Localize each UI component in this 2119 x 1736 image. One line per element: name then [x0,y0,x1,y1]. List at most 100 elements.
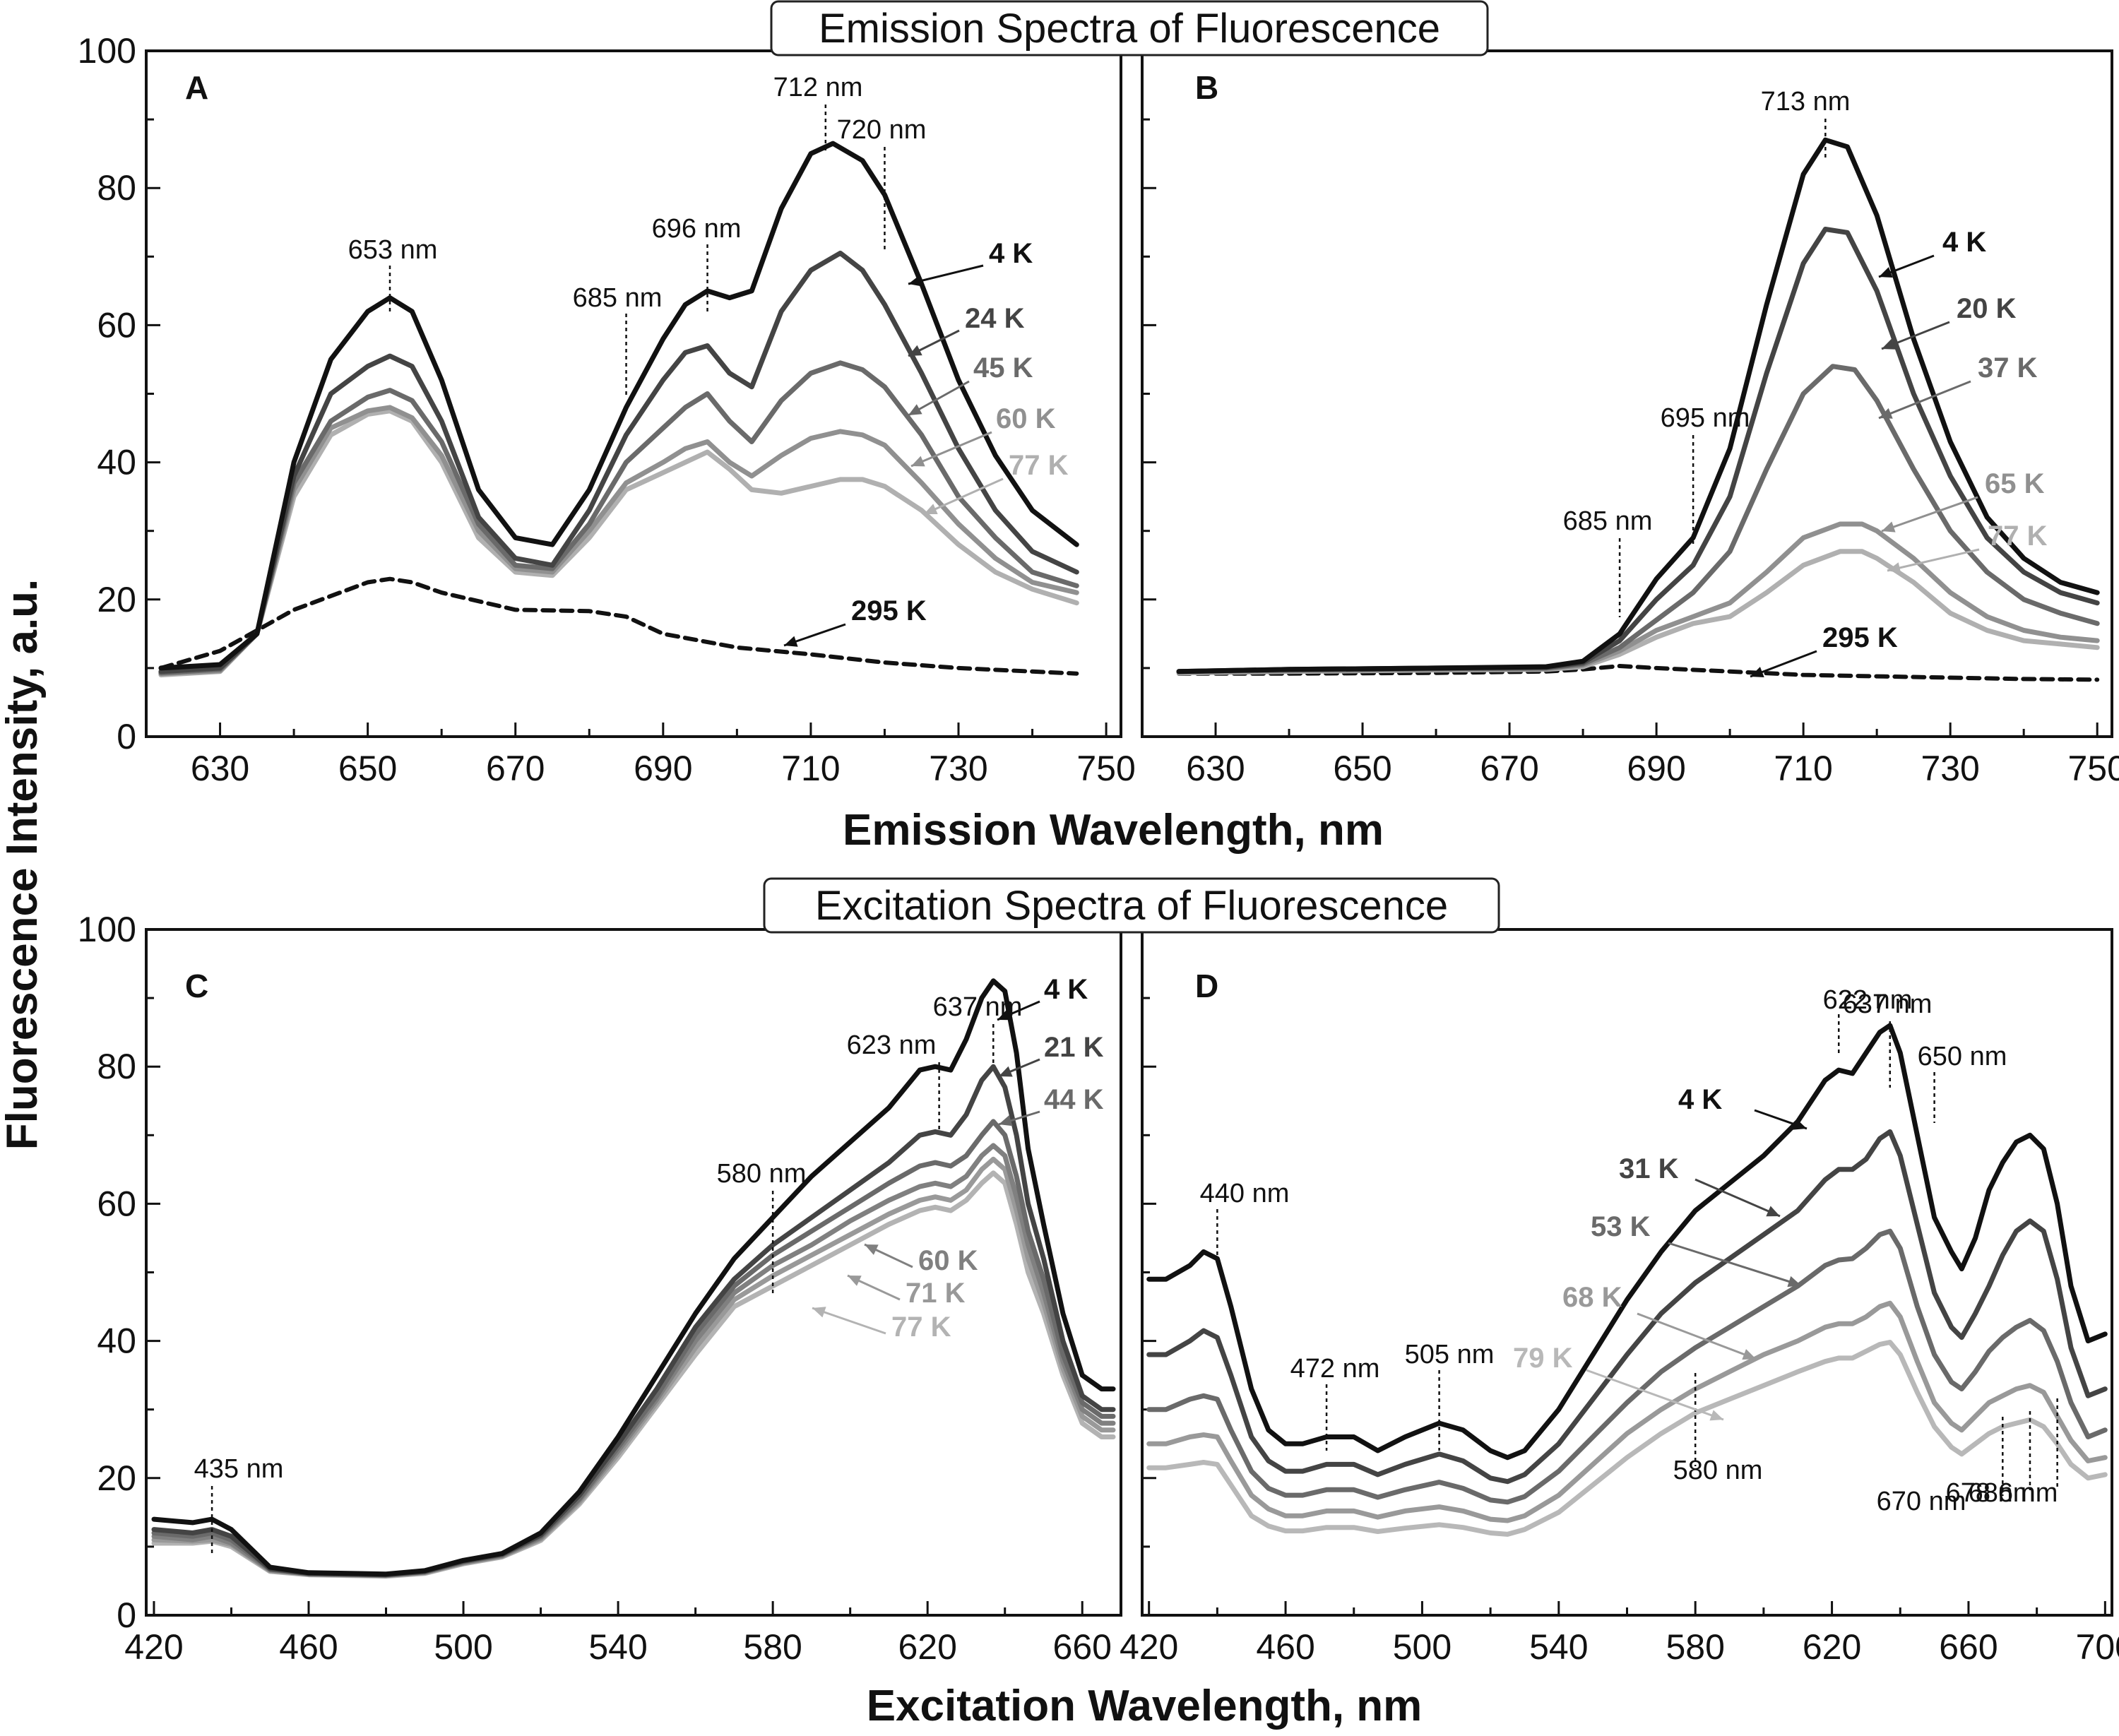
series-line-4k [1146,1023,2108,1461]
series-label: 53 K [1591,1211,1651,1242]
y-tick-label: 80 [97,1047,136,1086]
annotation-label: 653 nm [348,235,438,265]
series-label-arrowhead [997,1009,1011,1021]
series-label-arrowhead [924,504,938,514]
x-tick-label: 660 [1939,1627,1998,1667]
series-label-arrowhead [999,1115,1013,1126]
annotation-label: 686 nm [1969,1478,2058,1508]
x-tick-label: 750 [1076,749,1135,788]
series-label-arrowhead [1766,1206,1780,1217]
x-tick-label: 750 [2067,749,2119,788]
series-label: 4 K [1044,974,1088,1005]
series-label: 68 K [1562,1282,1622,1313]
series-label: 24 K [965,303,1025,334]
series-label: 295 K [1822,622,1898,653]
y-tick-label: 100 [78,910,136,949]
series-label-arrow [1586,1369,1724,1421]
series-label-arrow [923,477,1004,516]
series-label-arrow [1694,1178,1781,1218]
x-tick-label: 700 [2076,1627,2119,1667]
x-tick-label: 650 [1333,749,1391,788]
x-tick-label: 460 [279,1627,338,1667]
plot-layer: 0 20 40 60 80 100 630 650 670 690 710 730 750 A 653 nm… [78,31,2119,1667]
series-label-arrowhead [1742,1349,1756,1360]
series-line-4k [1176,137,2100,674]
annotation-label: 696 nm [652,214,742,244]
panel-b: 630 650 670 690 710 730 750 B 685 nm 695 nm 713 nm… [1141,49,2119,788]
x-tick-label: 540 [1529,1627,1588,1667]
panel-a: 0 20 40 60 80 100 630 650 670 690 710 730 750 A 653 nm… [78,31,1136,788]
series-line-79k [1146,1340,2108,1537]
series-line-77k [158,408,1079,678]
series-label-arrow [1881,496,1978,533]
series-label: 21 K [1044,1032,1104,1063]
series-label-arrowhead [848,1276,862,1286]
x-tick-label: 420 [124,1627,183,1667]
y-tick-label: 100 [78,31,136,71]
annotation-label: 695 nm [1661,403,1750,433]
x-tick-label: 460 [1256,1627,1314,1667]
annotation-label: 580 nm [717,1159,807,1189]
series-label-arrow [1887,548,1980,572]
emission-title-box: Emission Spectra of Fluorescence [770,0,1489,57]
series-label: 44 K [1044,1084,1104,1115]
y-tick-label: 0 [117,717,136,756]
x-tick-label: 580 [1666,1627,1724,1667]
series-label: 4 K [989,238,1033,269]
series-label: 77 K [1009,450,1069,481]
x-tick-label: 630 [191,749,249,788]
x-tick-label: 500 [1393,1627,1452,1667]
y-tick-label: 80 [97,168,136,208]
series-label-arrowhead [1887,562,1901,573]
series-label-arrow [908,264,984,285]
y-tick-label: 20 [97,580,136,619]
series-label-arrow [812,1307,886,1335]
series-label-arrowhead [1882,338,1896,350]
series-label: 77 K [891,1312,951,1343]
annotation-label: 637 nm [1843,989,1933,1019]
series-label: 31 K [1619,1153,1679,1184]
x-tick-label: 690 [634,749,692,788]
x-tick-label: 690 [1627,749,1685,788]
annotation-label: 685 nm [573,283,663,313]
panel-c: 0 20 40 60 80 100 420 460 500 540 580 620 660 C 435 nm… [78,910,1122,1667]
series-line-295k [158,576,1079,676]
x-tick-label: 500 [434,1627,492,1667]
y-tick-label: 0 [117,1595,136,1635]
series-label: 20 K [1957,293,2017,324]
panel-letter-d: D [1195,968,1218,1004]
excitation-title-frame [763,877,1500,934]
series-label-arrowhead [908,404,922,415]
annotation-label: 472 nm [1290,1354,1380,1384]
series-label-arrowhead [784,636,798,647]
series-label: 77 K [1988,521,2048,552]
emission-title: Emission Spectra of Fluorescence [819,6,1440,52]
series-label-arrowhead [999,1066,1013,1077]
series-label-arrowhead [1793,1119,1807,1130]
series-label-arrowhead [865,1244,879,1255]
annotation-label: 713 nm [1761,87,1851,117]
series-label-arrowhead [911,456,925,467]
series-label-arrowhead [1787,1276,1801,1288]
y-axis-title: Fluorescence Intensity, a.u. [0,579,47,1151]
annotation-label: 720 nm [837,115,927,145]
x-tick-label: 670 [1480,749,1538,788]
series-label: 295 K [851,595,927,626]
series-line-4k [158,141,1079,671]
series-line-45k [158,360,1079,676]
x-tick-label: 710 [1774,749,1832,788]
series-label-arrowhead [908,345,922,356]
x-tick-label: 580 [743,1627,802,1667]
y-tick-label: 60 [97,1184,136,1223]
series-label: 45 K [973,352,1033,384]
series-label: 60 K [918,1245,978,1276]
annotation-label: 580 nm [1673,1456,1763,1485]
series-label-arrow [1668,1242,1802,1287]
annotation-label: 670 nm [1877,1487,1966,1516]
annotation-label: 622 nm [1823,985,1913,1015]
x-tick-label: 540 [588,1627,647,1667]
series-label-arrowhead [812,1307,826,1318]
series-label-arrowhead [1750,667,1764,677]
series-line-31k [1146,1129,2108,1485]
